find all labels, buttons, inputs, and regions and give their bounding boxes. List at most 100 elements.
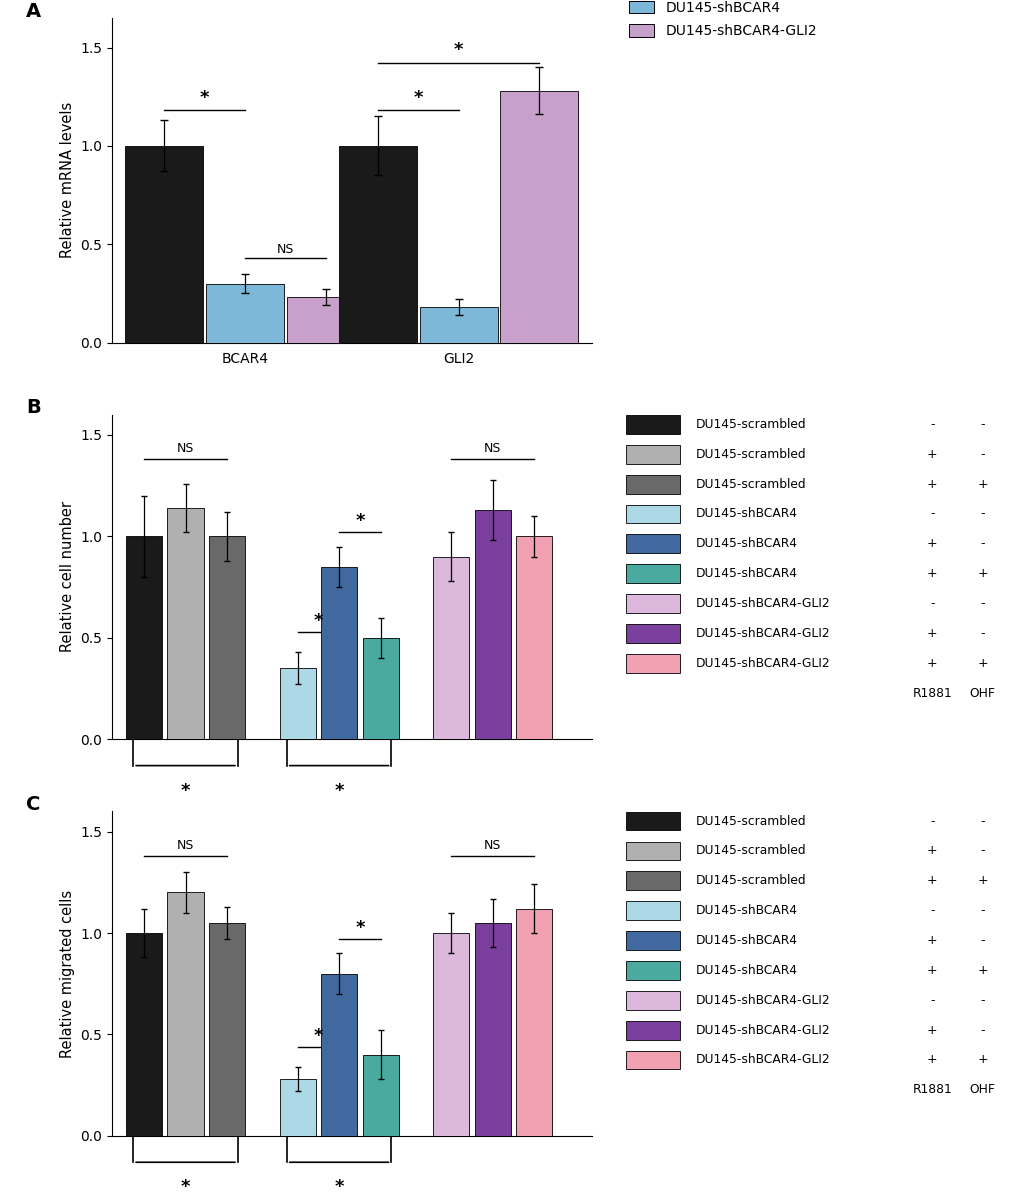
Text: DU145-shBCAR4-GLI2: DU145-shBCAR4-GLI2	[695, 1053, 829, 1066]
Text: DU145-shBCAR4: DU145-shBCAR4	[695, 904, 797, 917]
Bar	[474, 923, 511, 1136]
Y-axis label: Relative mRNA levels: Relative mRNA levels	[60, 102, 74, 258]
Text: -: -	[979, 418, 984, 432]
Text: DU145-scrambled: DU145-scrambled	[695, 418, 806, 432]
Bar	[626, 445, 680, 464]
Text: DU145-scrambled: DU145-scrambled	[695, 845, 806, 857]
Text: -: -	[979, 448, 984, 460]
Bar	[362, 638, 398, 739]
Bar	[474, 510, 511, 739]
Text: DU145-shBCAR4-GLI2: DU145-shBCAR4-GLI2	[695, 597, 829, 611]
Text: OHF: OHF	[969, 686, 995, 700]
Bar	[626, 902, 680, 920]
Text: *: *	[413, 89, 423, 107]
Text: +: +	[976, 477, 987, 490]
Bar	[126, 933, 162, 1136]
Bar	[126, 536, 162, 739]
Text: -: -	[929, 418, 933, 432]
Y-axis label: Relative migrated cells: Relative migrated cells	[60, 889, 74, 1058]
Text: -: -	[979, 627, 984, 639]
Text: -: -	[979, 1024, 984, 1036]
Text: R1881: R1881	[912, 686, 951, 700]
Bar	[516, 536, 551, 739]
Bar	[279, 668, 316, 739]
Bar	[433, 933, 469, 1136]
Text: +: +	[926, 934, 936, 947]
Bar	[626, 990, 680, 1010]
Bar	[516, 909, 551, 1136]
Bar	[362, 1055, 398, 1136]
Text: -: -	[979, 815, 984, 828]
Text: *: *	[334, 1178, 343, 1196]
Bar	[626, 564, 680, 583]
Text: +: +	[926, 567, 936, 581]
Text: DU145-shBCAR4-GLI2: DU145-shBCAR4-GLI2	[695, 994, 829, 1007]
Bar	[626, 1020, 680, 1040]
Bar	[626, 841, 680, 861]
Text: +: +	[926, 964, 936, 977]
Text: B: B	[25, 398, 41, 417]
Bar	[167, 508, 204, 739]
Text: DU145-shBCAR4-GLI2: DU145-shBCAR4-GLI2	[695, 627, 829, 639]
Text: *: *	[453, 41, 463, 59]
Text: +: +	[926, 477, 936, 490]
Text: A: A	[25, 1, 41, 20]
Text: DU145-shBCAR4-GLI2: DU145-shBCAR4-GLI2	[695, 656, 829, 670]
Text: -: -	[979, 994, 984, 1007]
Text: -: -	[929, 815, 933, 828]
Text: +: +	[926, 537, 936, 551]
Text: -: -	[979, 597, 984, 611]
Bar	[167, 892, 204, 1136]
Bar	[626, 624, 680, 643]
Text: +: +	[926, 874, 936, 887]
Text: *: *	[200, 89, 209, 107]
Text: DU145-shBCAR4: DU145-shBCAR4	[695, 964, 797, 977]
Text: -: -	[979, 507, 984, 520]
Bar	[206, 284, 283, 343]
Text: DU145-scrambled: DU145-scrambled	[695, 815, 806, 828]
Bar	[626, 960, 680, 980]
Text: *: *	[355, 920, 364, 938]
Text: +: +	[926, 627, 936, 639]
Text: +: +	[976, 1053, 987, 1066]
Text: NS: NS	[176, 442, 194, 456]
Bar	[626, 871, 680, 891]
Text: -: -	[979, 537, 984, 551]
Bar	[500, 91, 578, 343]
Text: C: C	[25, 796, 40, 814]
Text: DU145-shBCAR4: DU145-shBCAR4	[695, 934, 797, 947]
Text: +: +	[926, 1024, 936, 1036]
Text: NS: NS	[176, 839, 194, 852]
Bar	[626, 415, 680, 434]
Bar	[286, 297, 365, 343]
Text: DU145-shBCAR4: DU145-shBCAR4	[695, 537, 797, 551]
Text: DU145-scrambled: DU145-scrambled	[695, 874, 806, 887]
Text: OHF: OHF	[969, 1083, 995, 1096]
Text: -: -	[979, 934, 984, 947]
Text: *: *	[314, 1027, 323, 1045]
Text: DU145-scrambled: DU145-scrambled	[695, 448, 806, 460]
Text: R1881: R1881	[912, 1083, 951, 1096]
Bar	[321, 974, 357, 1136]
Bar	[626, 535, 680, 553]
Text: *: *	[314, 612, 323, 630]
Text: NS: NS	[484, 442, 501, 456]
Bar	[338, 145, 417, 343]
Text: -: -	[929, 994, 933, 1007]
Bar	[420, 308, 497, 343]
Bar	[321, 567, 357, 739]
Text: *: *	[180, 781, 191, 799]
Text: -: -	[979, 904, 984, 917]
Text: *: *	[355, 512, 364, 530]
Legend: DU145-scrambled, DU145-shBCAR4, DU145-shBCAR4-GLI2: DU145-scrambled, DU145-shBCAR4, DU145-sh…	[629, 0, 816, 38]
Text: +: +	[976, 656, 987, 670]
Bar	[209, 536, 245, 739]
Text: -: -	[929, 904, 933, 917]
Text: +: +	[976, 567, 987, 581]
Text: *: *	[334, 781, 343, 799]
Bar	[626, 932, 680, 950]
Bar	[626, 505, 680, 523]
Bar	[626, 654, 680, 673]
Text: +: +	[926, 845, 936, 857]
Bar	[626, 594, 680, 613]
